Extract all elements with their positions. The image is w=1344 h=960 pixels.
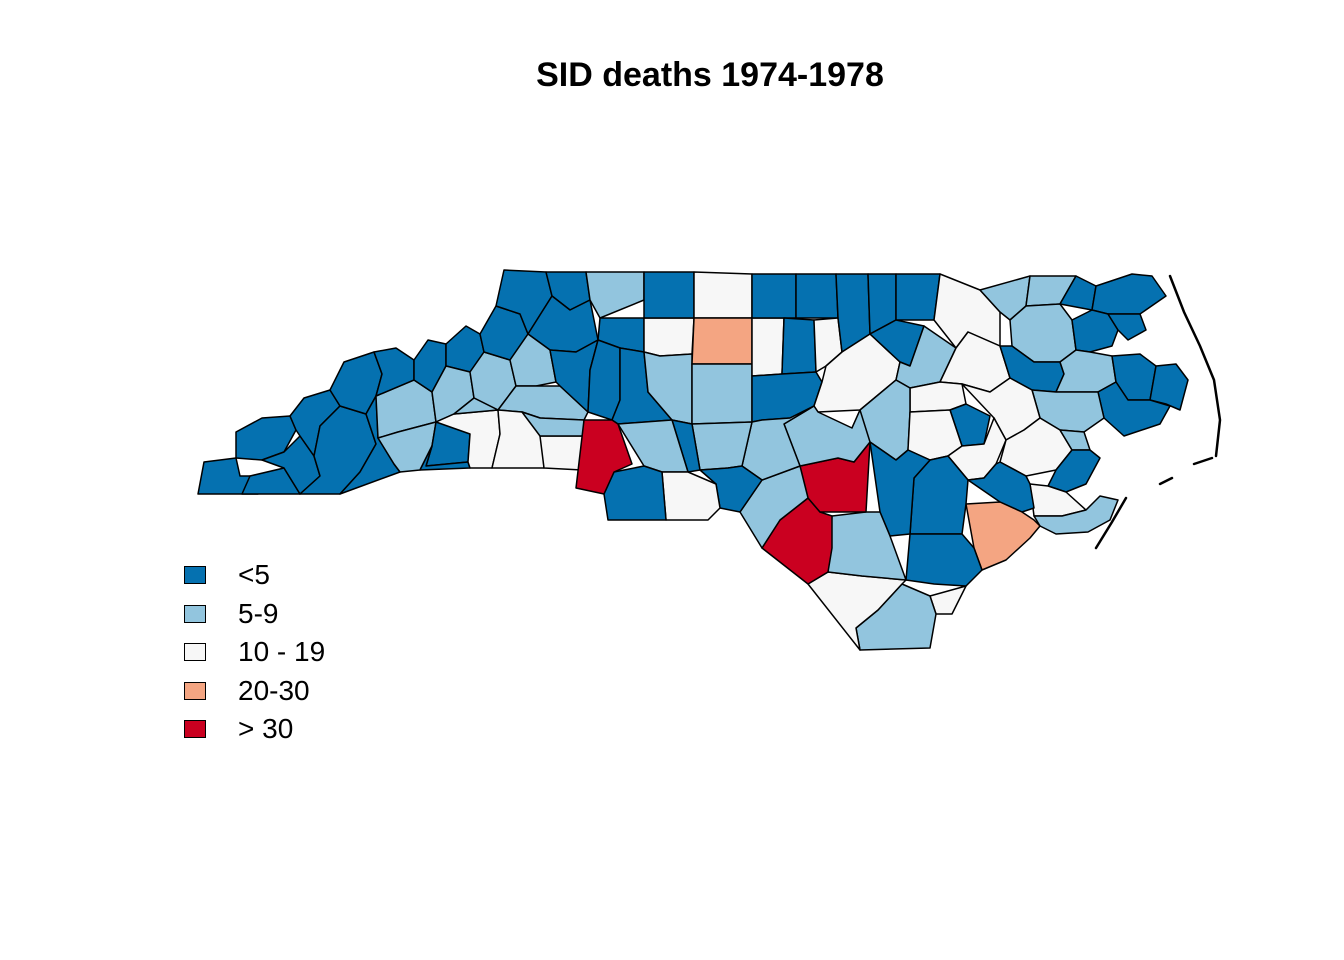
county xyxy=(929,585,967,615)
county xyxy=(693,271,753,319)
legend-swatch xyxy=(184,566,206,585)
county xyxy=(751,273,797,319)
county xyxy=(1107,313,1147,341)
legend-item: 20-30 xyxy=(184,672,325,711)
county xyxy=(691,317,753,365)
legend-swatch xyxy=(184,604,206,623)
county xyxy=(1029,483,1087,517)
outer-banks-north xyxy=(1168,274,1222,458)
legend-swatch xyxy=(184,720,206,739)
county xyxy=(1097,381,1171,437)
county xyxy=(585,271,645,319)
county xyxy=(643,271,695,319)
outer-banks-cape xyxy=(1158,476,1174,486)
county xyxy=(539,435,585,471)
coast-island xyxy=(1094,496,1128,550)
county xyxy=(895,273,941,321)
county xyxy=(575,419,633,495)
legend-label: 5-9 xyxy=(238,597,279,629)
legend-label: > 30 xyxy=(238,713,294,745)
legend-swatch xyxy=(184,643,206,662)
county xyxy=(1033,495,1119,535)
county xyxy=(643,317,695,357)
county xyxy=(781,317,817,375)
legend-item: > 30 xyxy=(184,710,325,749)
county xyxy=(691,421,753,471)
county xyxy=(751,317,785,377)
legend-item: 5-9 xyxy=(184,595,325,634)
outer-banks-south xyxy=(1192,456,1214,466)
county xyxy=(1091,273,1167,315)
legend-swatch xyxy=(184,681,206,700)
county xyxy=(783,405,871,467)
legend: <5 5-9 10 - 19 20-30 > 30 xyxy=(184,556,325,749)
legend-label: 20-30 xyxy=(238,674,310,706)
legend-label: <5 xyxy=(238,559,270,591)
legend-item: <5 xyxy=(184,556,325,595)
county xyxy=(905,533,983,587)
county xyxy=(453,397,499,415)
legend-item: 10 - 19 xyxy=(184,633,325,672)
legend-label: 10 - 19 xyxy=(238,636,326,668)
county xyxy=(419,445,471,471)
map-title: SID deaths 1974-1978 xyxy=(536,56,884,94)
county xyxy=(691,363,753,425)
county xyxy=(795,273,839,319)
county xyxy=(827,511,907,581)
